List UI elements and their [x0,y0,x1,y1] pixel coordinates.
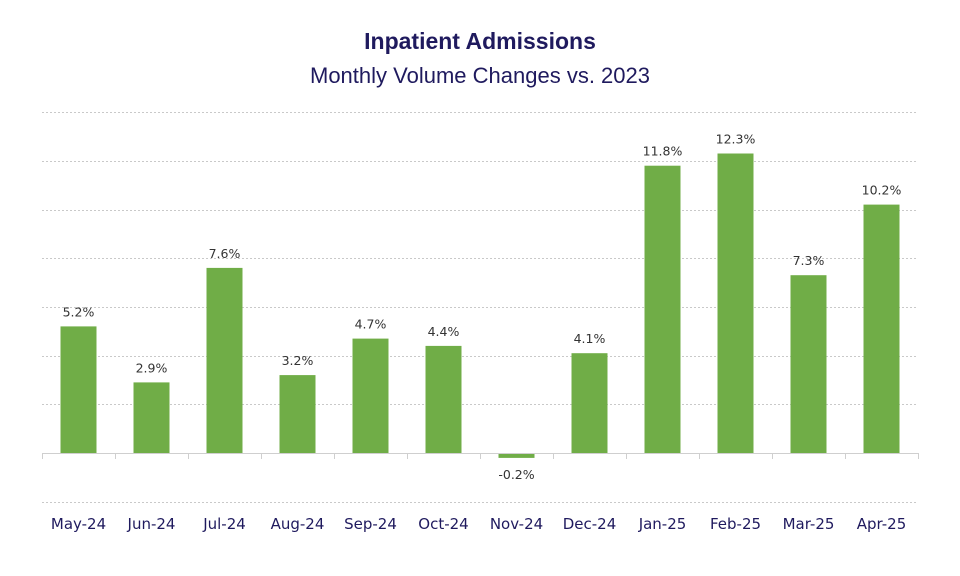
bar-jun-24 [133,382,170,453]
data-label: 10.2% [862,183,902,198]
bar-sep-24 [352,338,389,453]
bars [60,153,900,458]
bar-jan-25 [644,165,681,453]
data-label: 7.6% [209,246,241,261]
data-label: 12.3% [716,132,756,147]
data-label: 4.4% [428,324,460,339]
x-tick-label: Jun-24 [127,515,176,533]
bar-dec-24 [571,353,608,453]
data-label: 3.2% [282,353,314,368]
data-label: -0.2% [498,467,534,482]
gridlines [42,112,918,503]
x-tick-label: Aug-24 [271,515,325,533]
bar-oct-24 [425,345,462,453]
data-label: 2.9% [136,360,168,375]
x-tick-label: Apr-25 [857,515,907,533]
data-label: 4.1% [574,331,606,346]
x-tick-label: Jul-24 [202,515,246,533]
data-labels: 5.2% 2.9% 7.6% 3.2% 4.7% 4.4% -0.2% 4.1% 11.8% 12… [63,132,902,482]
bar-jul-24 [206,267,243,453]
x-axis: May-24 Jun-24 Jul-24 Aug-24 Sep-24 Oct-24 Nov-… [42,453,919,533]
x-tick-label: Nov-24 [490,515,543,533]
bar-nov-24 [498,453,535,458]
x-tick-label: Dec-24 [563,515,617,533]
x-tick-label: Mar-25 [783,515,835,533]
bar-apr-25 [863,204,900,453]
bar-feb-25 [717,153,754,453]
data-label: 4.7% [355,317,387,332]
data-label: 5.2% [63,304,95,319]
bar-aug-24 [279,375,316,453]
bar-mar-25 [790,275,827,453]
x-tick-label: May-24 [51,515,106,533]
chart-title: Inpatient Admissions [364,28,596,54]
data-label: 7.3% [793,253,825,268]
x-tick-label: Oct-24 [418,515,468,533]
bar-may-24 [60,326,97,453]
data-label: 11.8% [643,144,683,159]
x-tick-label: Jan-25 [638,515,687,533]
chart-subtitle: Monthly Volume Changes vs. 2023 [310,63,650,88]
x-tick-label: Sep-24 [344,515,397,533]
x-tick-label: Feb-25 [710,515,761,533]
